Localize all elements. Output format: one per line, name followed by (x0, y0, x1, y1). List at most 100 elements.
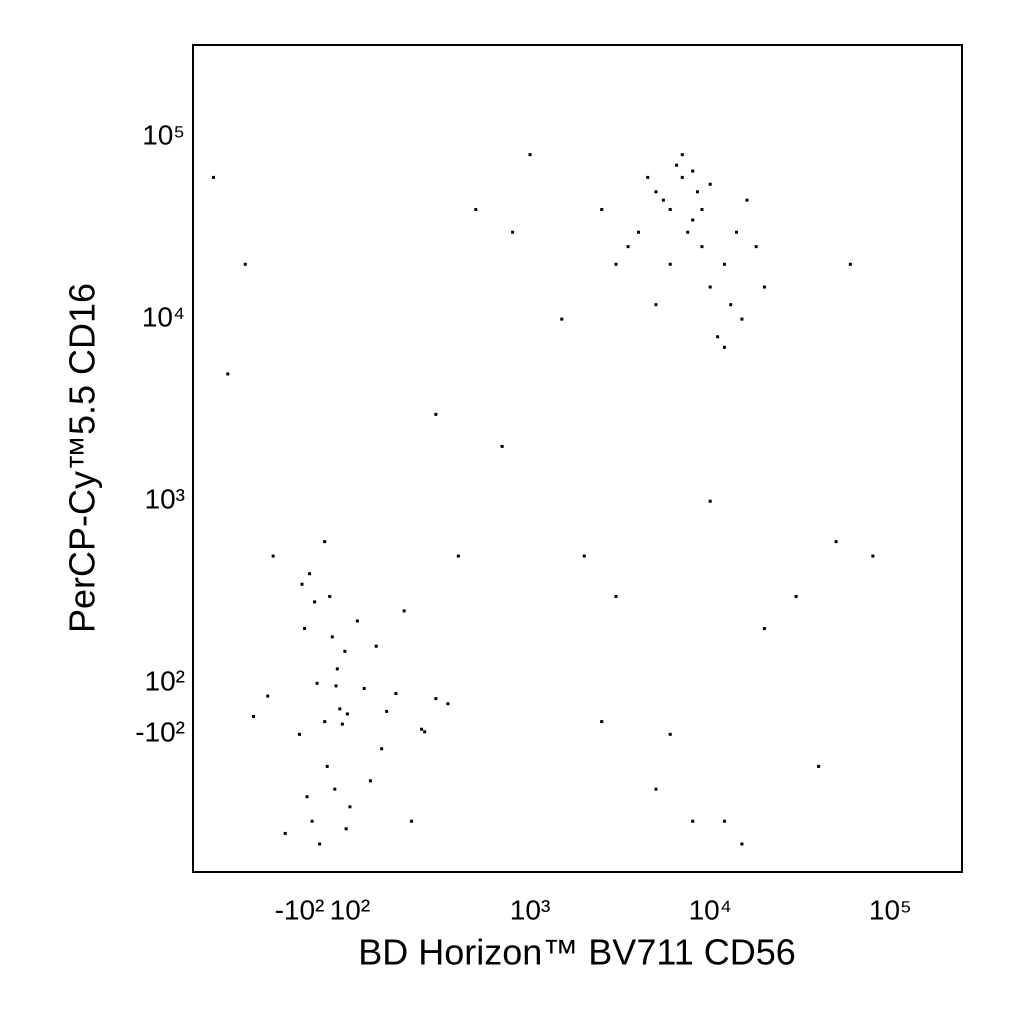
dot (456, 554, 460, 558)
dot (708, 182, 712, 186)
dot (654, 303, 658, 307)
dot (668, 262, 672, 266)
y-tick-label: 10³ (145, 484, 185, 515)
dot (646, 175, 650, 179)
dot (695, 190, 699, 194)
dot (708, 499, 712, 503)
dot (226, 372, 230, 376)
dot (362, 686, 366, 690)
dot (582, 554, 586, 558)
dot (834, 540, 838, 544)
dot (325, 764, 329, 768)
dot (271, 554, 275, 558)
dot (668, 732, 672, 736)
dot (614, 594, 618, 598)
dot (380, 747, 384, 751)
dot (212, 175, 216, 179)
dot (661, 198, 665, 202)
dot (729, 303, 733, 307)
dot (762, 627, 766, 631)
dot (762, 285, 766, 289)
y-tick-label: 10² (145, 666, 185, 697)
dot (434, 697, 438, 701)
dot (385, 709, 389, 713)
y-axis-label: PerCP-Cy™5.5 CD16 (62, 283, 103, 633)
dot (308, 572, 312, 576)
dot (343, 649, 347, 653)
dot (735, 230, 739, 234)
dot (560, 317, 564, 321)
dot (310, 819, 314, 823)
dot (300, 582, 304, 586)
dot (614, 262, 618, 266)
dot (334, 684, 338, 688)
dot (313, 600, 317, 604)
dot (266, 694, 270, 698)
dot (740, 842, 744, 846)
dot (345, 712, 349, 716)
dot (600, 720, 604, 724)
dot (315, 681, 319, 685)
dot (680, 153, 684, 157)
dot (871, 554, 875, 558)
dot (338, 707, 342, 711)
dot (303, 627, 307, 631)
dot (600, 207, 604, 211)
dot (722, 819, 726, 823)
plot-frame (192, 44, 963, 873)
dot (722, 345, 726, 349)
dot (474, 207, 478, 211)
dot (243, 262, 247, 266)
dot (402, 609, 406, 613)
x-tick-label: -10² (275, 894, 325, 925)
x-tick-label: 10³ (510, 894, 550, 925)
dot (330, 635, 334, 639)
dot (654, 190, 658, 194)
y-tick-label: 10⁵ (142, 119, 185, 150)
dot (500, 444, 504, 448)
dot (700, 245, 704, 249)
dot (394, 692, 398, 696)
dot (691, 819, 695, 823)
dot (794, 594, 798, 598)
dot (251, 714, 255, 718)
dot (355, 619, 359, 623)
dot (700, 207, 704, 211)
dot (368, 779, 372, 783)
dot (340, 722, 344, 726)
dot (636, 230, 640, 234)
dot (333, 787, 337, 791)
dot (323, 720, 327, 724)
dot (740, 317, 744, 321)
dot (335, 667, 339, 671)
dot (680, 175, 684, 179)
dot (305, 795, 309, 799)
dot (420, 727, 424, 731)
dot (626, 245, 630, 249)
dot (691, 218, 695, 222)
dot (446, 702, 450, 706)
dot (745, 198, 749, 202)
dot (328, 594, 332, 598)
x-tick-label: 10⁵ (869, 894, 912, 925)
dot (344, 827, 348, 831)
dot (674, 163, 678, 167)
dot (654, 787, 658, 791)
dot (348, 805, 352, 809)
dot (297, 732, 301, 736)
dot (423, 730, 427, 734)
x-axis-label: BD Horizon™ BV711 CD56 (358, 932, 796, 973)
dot (410, 819, 414, 823)
dot (318, 842, 322, 846)
dot (283, 831, 287, 835)
dot (691, 169, 695, 173)
dot (722, 262, 726, 266)
dot (668, 207, 672, 211)
dot (434, 412, 438, 416)
y-tick-label: -10² (135, 717, 185, 748)
dot (374, 644, 378, 648)
y-tick-label: 10⁴ (142, 302, 185, 333)
dot (848, 262, 852, 266)
